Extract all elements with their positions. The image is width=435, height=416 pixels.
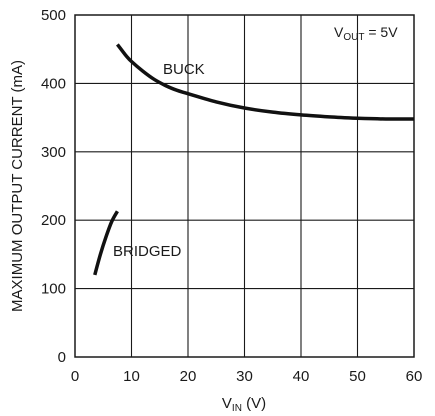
x-tick-label: 20	[180, 368, 197, 385]
buck-label: BUCK	[163, 61, 205, 78]
x-tick-label: 30	[236, 368, 253, 385]
x-tick-label: 60	[406, 368, 423, 385]
y-tick-labels: 0 100 200 300 400 500	[41, 7, 66, 366]
x-tick-label: 50	[349, 368, 366, 385]
bridged-curve	[93, 210, 119, 276]
y-tick-label: 300	[41, 144, 66, 161]
vout-annotation: VOUT = 5V	[334, 24, 398, 43]
y-tick-label: 100	[41, 281, 66, 298]
x-axis-title-main: V	[222, 395, 232, 412]
curves	[93, 43, 415, 276]
y-axis-title: MAXIMUM OUTPUT CURRENT (mA)	[9, 60, 26, 312]
plot-frame	[74, 14, 415, 358]
x-tick-label: 0	[71, 368, 79, 385]
x-axis-title-sub: IN	[232, 403, 242, 414]
buck-curve	[116, 43, 415, 121]
vout-annotation-rest: = 5V	[364, 24, 398, 40]
x-tick-label: 10	[123, 368, 140, 385]
vout-annotation-main: V	[334, 24, 344, 40]
x-axis-title-unit: (V)	[242, 395, 266, 412]
grid	[75, 15, 414, 357]
x-tick-label: 40	[293, 368, 310, 385]
y-tick-label: 500	[41, 7, 66, 24]
x-tick-labels: 0 10 20 30 40 50 60	[71, 368, 423, 385]
bridged-label: BRIDGED	[113, 243, 182, 260]
x-axis-title: VIN (V)	[222, 395, 266, 414]
y-tick-label: 200	[41, 212, 66, 229]
vout-annotation-sub: OUT	[343, 32, 364, 43]
y-tick-label: 400	[41, 75, 66, 92]
y-tick-label: 0	[58, 349, 66, 366]
